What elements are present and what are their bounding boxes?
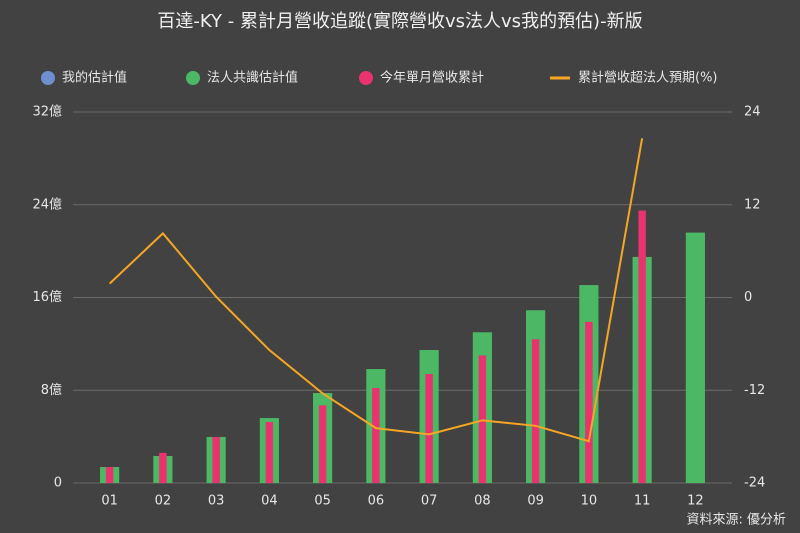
x-tick-label: 02	[155, 494, 172, 509]
y-tick-label: 0	[54, 476, 62, 491]
bar	[685, 232, 705, 483]
bar	[159, 452, 167, 483]
legend-swatch	[359, 71, 373, 85]
bar	[425, 374, 433, 483]
x-tick-label: 08	[474, 494, 491, 509]
legend-swatch	[41, 71, 55, 85]
x-tick-label: 06	[368, 494, 385, 509]
x-tick-label: 09	[527, 494, 544, 509]
legend-label: 今年單月營收累計	[380, 70, 484, 86]
x-tick-label: 03	[208, 494, 225, 509]
legend-label: 我的估計值	[62, 70, 127, 86]
chart-title: 百達-KY - 累計月營收追蹤(實際營收vs法人vs我的預估)-新版	[157, 11, 642, 32]
bar	[638, 210, 646, 483]
x-tick-label: 07	[421, 494, 438, 509]
x-tick-label: 04	[261, 494, 278, 509]
x-tick-label: 05	[314, 494, 331, 509]
bar	[372, 387, 380, 483]
legend-label: 累計營收超法人預期(%)	[578, 70, 718, 86]
y-tick-label: 32億	[32, 104, 62, 120]
y2-tick-label: 24	[744, 105, 761, 120]
y2-tick-label: 0	[744, 290, 752, 305]
y2-tick-label: -24	[744, 476, 765, 491]
source: 資料來源: 優分析	[686, 513, 786, 528]
y-tick-label: 16億	[32, 289, 62, 305]
legend-label: 法人共識估計值	[207, 70, 298, 86]
y2-tick-label: -12	[744, 383, 765, 398]
x-tick-label: 11	[634, 494, 651, 509]
x-tick-label: 01	[101, 494, 118, 509]
x-tick-label: 10	[581, 494, 598, 509]
bar	[105, 467, 114, 483]
x-tick-label: 12	[687, 494, 704, 509]
bar	[531, 339, 540, 483]
y-tick-label: 24億	[32, 196, 62, 212]
bar	[265, 422, 274, 483]
y2-tick-label: 12	[744, 197, 761, 212]
bar	[318, 405, 327, 483]
bar	[585, 321, 593, 483]
y-tick-label: 8億	[41, 382, 62, 398]
bar	[478, 355, 487, 483]
line	[108, 138, 644, 443]
legend-swatch	[186, 71, 200, 85]
bar	[212, 436, 220, 483]
